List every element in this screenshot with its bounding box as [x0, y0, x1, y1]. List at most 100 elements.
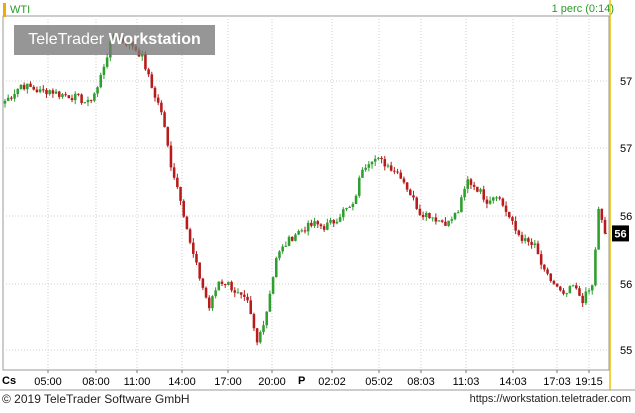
candle-body	[249, 300, 253, 315]
candle-body	[185, 216, 189, 230]
candle-body	[383, 159, 387, 167]
x-tick-label: 20:00	[258, 376, 286, 388]
candle-body	[246, 296, 249, 301]
candle-body	[144, 53, 147, 70]
candle-body	[271, 277, 275, 294]
candle-body	[6, 97, 10, 101]
candle-body	[255, 328, 259, 343]
interval-label[interactable]: 1 perc (0:14)	[551, 3, 614, 15]
candle-body	[450, 219, 454, 221]
candle-body	[562, 290, 565, 294]
candle-body	[373, 158, 377, 162]
candle-body	[322, 226, 326, 230]
candle-body	[290, 236, 294, 241]
candle-body	[281, 246, 284, 252]
candle-body	[342, 209, 345, 218]
candle-body	[45, 89, 48, 95]
candle-body	[597, 208, 600, 250]
candle-body	[29, 83, 32, 87]
candle-body	[140, 53, 144, 57]
candle-body	[64, 94, 67, 96]
candle-body	[306, 222, 310, 232]
candle-body	[54, 91, 58, 94]
candle-body	[214, 290, 217, 297]
candle-body	[96, 87, 99, 94]
watermark-logo: TeleTrader Workstation	[14, 25, 215, 55]
candle-body	[67, 95, 71, 99]
candle-body	[176, 177, 179, 187]
x-tick-label: 05:02	[365, 376, 393, 388]
candle-body	[393, 170, 396, 172]
candle-body	[440, 220, 444, 222]
candle-body	[243, 294, 246, 297]
x-tick-label: 17:03	[543, 376, 571, 388]
candle-body	[335, 221, 339, 224]
instrument-header: WTI	[3, 2, 30, 18]
candle-body	[204, 287, 208, 298]
candle-body	[287, 236, 291, 246]
candle-body	[252, 314, 256, 329]
y-tick-label: 56	[620, 211, 632, 223]
candle-body	[396, 171, 399, 173]
candle-body	[584, 291, 588, 304]
candle-body	[201, 278, 205, 288]
candle-body	[153, 87, 157, 98]
candle-body	[57, 91, 61, 97]
last-value-box	[612, 225, 629, 242]
candle-body	[425, 213, 428, 218]
candle-body	[370, 161, 374, 165]
candle-body	[431, 217, 434, 219]
candle-body	[217, 281, 221, 291]
instrument-color-bar	[3, 3, 6, 17]
copyright-text: © 2019 TeleTrader Software GmbH	[2, 392, 190, 406]
candle-body	[456, 212, 460, 214]
candle-body	[437, 220, 441, 222]
candle-body	[233, 290, 237, 293]
candle-body	[377, 157, 380, 159]
candle-body	[517, 230, 521, 235]
candle-body	[329, 220, 332, 223]
candle-body	[565, 293, 568, 295]
candle-body	[239, 292, 243, 295]
candle-body	[48, 90, 51, 95]
candle-body	[453, 212, 457, 220]
candle-body	[195, 253, 198, 263]
candle-body	[482, 189, 485, 200]
candle-body	[386, 165, 390, 167]
candle-body	[590, 285, 594, 291]
y-tick-label: 57	[620, 76, 632, 88]
candle-body	[172, 167, 176, 178]
candle-body	[163, 112, 166, 128]
candle-body	[559, 286, 562, 291]
instrument-symbol[interactable]: WTI	[10, 4, 31, 16]
candle-body	[150, 74, 154, 88]
x-tick-label: 14:03	[499, 376, 527, 388]
candle-body	[13, 94, 16, 99]
candle-body	[220, 281, 224, 284]
candle-body	[533, 243, 537, 245]
x-tick-label: 11:00	[124, 376, 151, 388]
candle-body	[86, 99, 90, 103]
x-tick-label: 17:00	[214, 376, 242, 388]
candle-body	[488, 200, 492, 204]
candle-body	[166, 127, 170, 146]
candle-body	[444, 221, 447, 226]
candle-body	[236, 292, 240, 294]
candle-body	[319, 224, 323, 227]
site-link[interactable]: https://workstation.teletrader.com	[469, 393, 631, 405]
candle-body	[460, 197, 463, 213]
candle-body	[530, 241, 533, 245]
candle-body	[364, 167, 367, 170]
candle-body	[26, 83, 29, 90]
candle-body	[73, 93, 77, 101]
candle-body	[434, 217, 438, 222]
candle-body	[223, 283, 227, 286]
candle-body	[546, 269, 549, 274]
candle-body	[405, 182, 409, 190]
candle-body	[472, 184, 476, 187]
candle-body	[345, 208, 348, 210]
candle-body	[552, 280, 556, 284]
candle-body	[22, 84, 26, 90]
